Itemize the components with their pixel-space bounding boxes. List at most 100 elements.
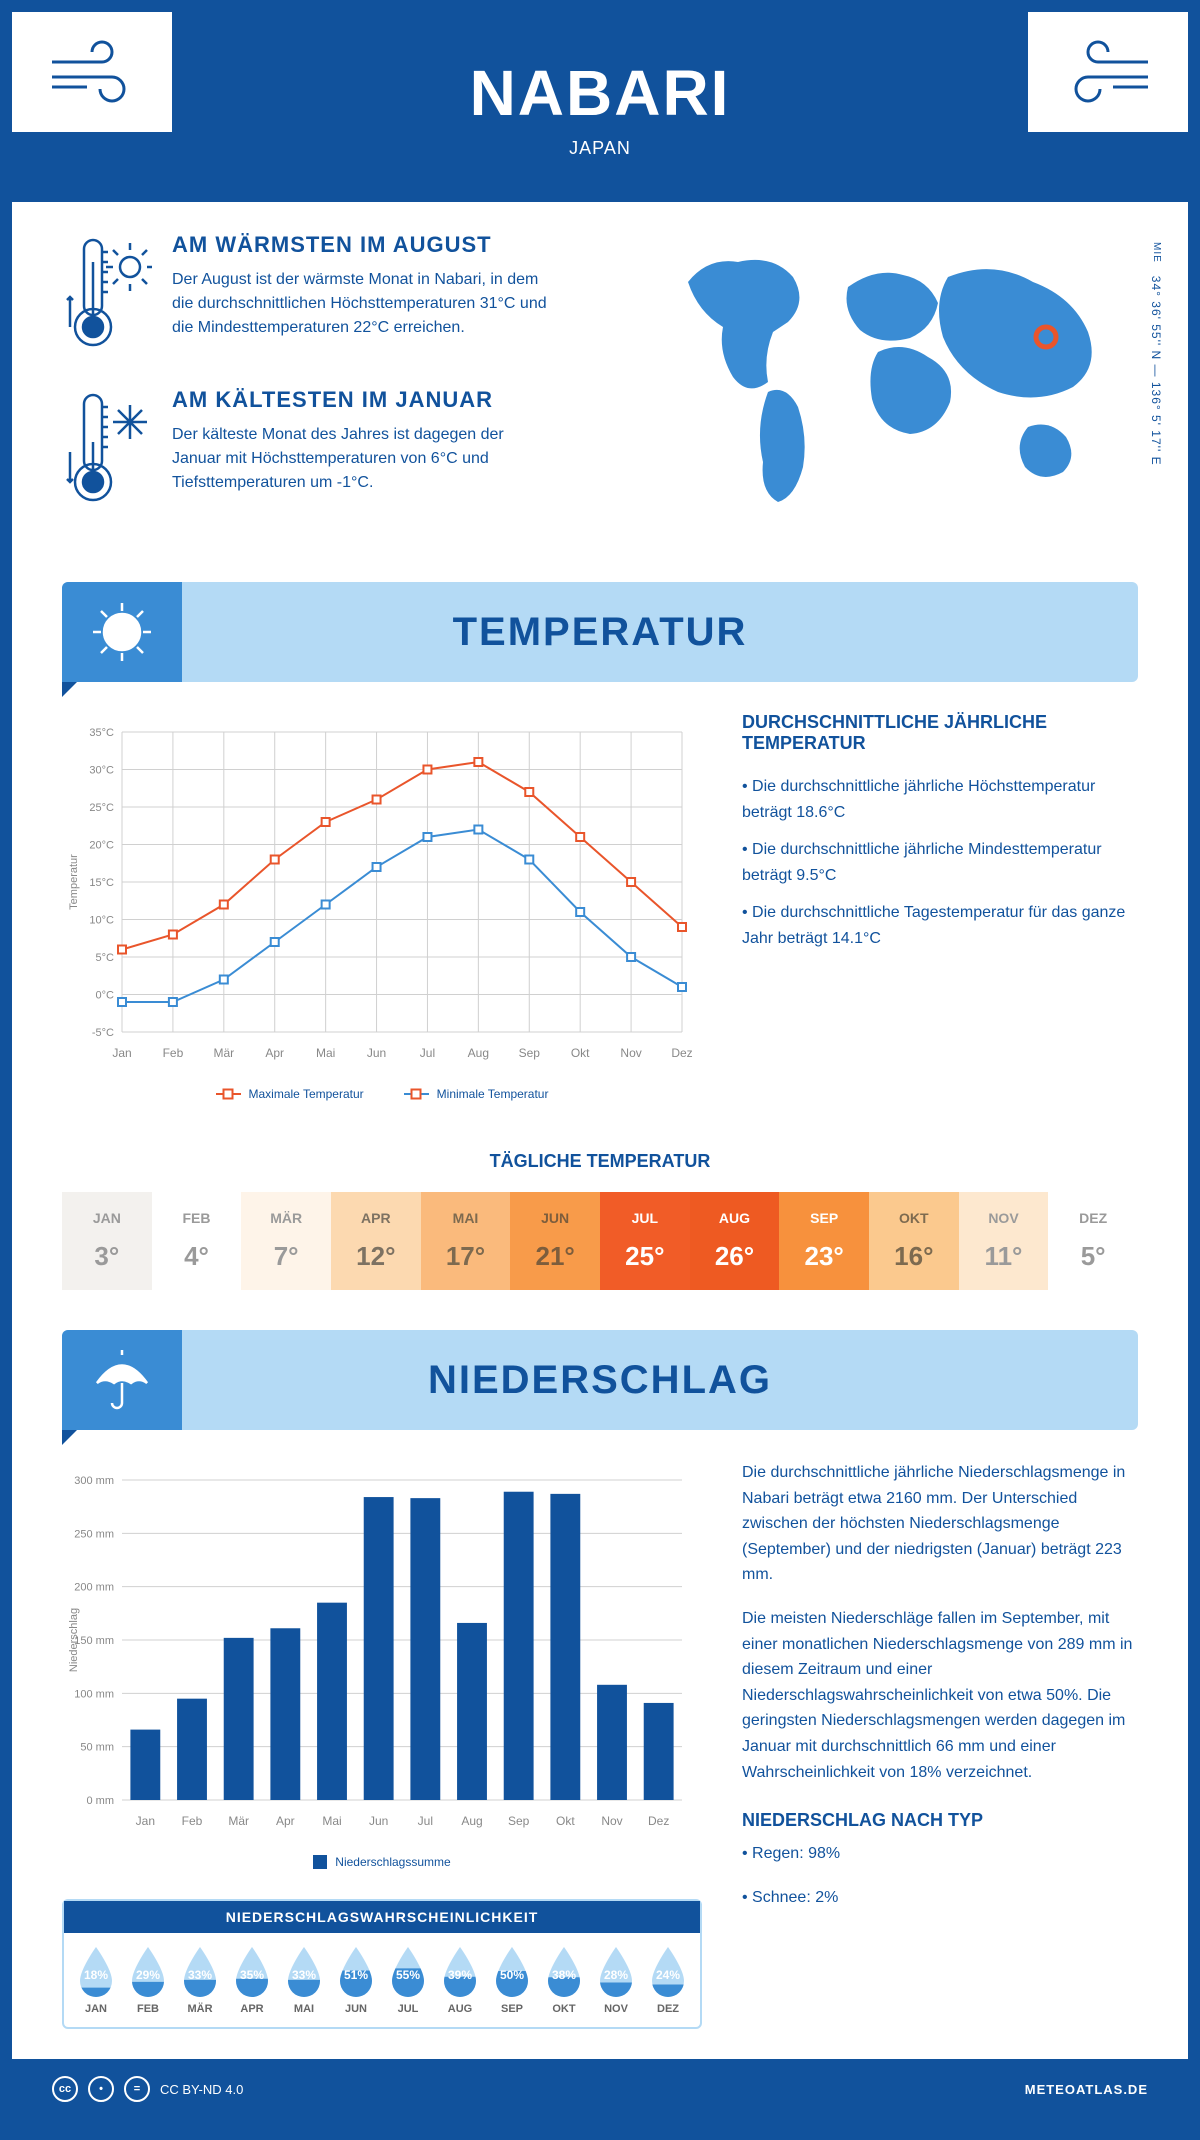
thermometer-hot-icon (62, 232, 152, 357)
temp-bullet-1: • Die durchschnittliche jährliche Mindes… (742, 837, 1138, 888)
svg-text:150 mm: 150 mm (74, 1635, 114, 1647)
svg-text:Okt: Okt (571, 1046, 590, 1060)
temp-cell: JUN21° (510, 1192, 600, 1290)
temp-info: DURCHSCHNITTLICHE JÄHRLICHE TEMPERATUR •… (742, 712, 1138, 1101)
prob-cell: 55%JUL (384, 1945, 432, 2015)
precip-section: 0 mm50 mm100 mm150 mm200 mm250 mm300 mmN… (12, 1430, 1188, 2059)
prob-cell: 28%NOV (592, 1945, 640, 2015)
footer-site: METEOATLAS.DE (1025, 2082, 1148, 2097)
svg-text:Jul: Jul (420, 1046, 435, 1060)
svg-text:0 mm: 0 mm (87, 1795, 115, 1807)
coordinates: MIE 34° 36' 55'' N — 136° 5' 17'' E (1149, 242, 1163, 466)
svg-text:Sep: Sep (519, 1046, 541, 1060)
temp-cell: OKT16° (869, 1192, 959, 1290)
intro-section: AM WÄRMSTEN IM AUGUST Der August ist der… (12, 202, 1188, 582)
intro-left: AM WÄRMSTEN IM AUGUST Der August ist der… (62, 232, 608, 542)
svg-text:Mär: Mär (213, 1046, 234, 1060)
prob-cell: 33%MAI (280, 1945, 328, 2015)
wind-icon-left (12, 12, 172, 132)
svg-text:15°C: 15°C (89, 877, 114, 889)
temp-legend: .leg-line:nth-child(1)::after{border-col… (62, 1087, 702, 1101)
prob-cell: 38%OKT (540, 1945, 588, 2015)
temp-cell: JUL25° (600, 1192, 690, 1290)
temperature-section: -5°C0°C5°C10°C15°C20°C25°C30°C35°CJanFeb… (12, 682, 1188, 1131)
footer: cc • = CC BY-ND 4.0 METEOATLAS.DE (12, 2059, 1188, 2119)
daily-temp-grid: JAN3°FEB4°MÄR7°APR12°MAI17°JUN21°JUL25°A… (62, 1192, 1138, 1290)
prob-cell: 29%FEB (124, 1945, 172, 2015)
prob-cell: 24%DEZ (644, 1945, 692, 2015)
svg-text:Feb: Feb (182, 1814, 203, 1828)
footer-license: cc • = CC BY-ND 4.0 (52, 2076, 243, 2102)
nd-icon: = (124, 2076, 150, 2102)
page: NABARI JAPAN AM WÄRMSTEN IM AUGUST Der A… (0, 0, 1200, 2131)
svg-text:Aug: Aug (461, 1814, 482, 1828)
prob-cell: 33%MÄR (176, 1945, 224, 2015)
svg-text:30°C: 30°C (89, 765, 114, 777)
temp-bullet-2: • Die durchschnittliche Tagestemperatur … (742, 900, 1138, 951)
warmest-title: AM WÄRMSTEN IM AUGUST (172, 232, 552, 258)
svg-text:-5°C: -5°C (92, 1027, 114, 1039)
temp-cell: DEZ5° (1048, 1192, 1138, 1290)
daily-temp-section: TÄGLICHE TEMPERATUR JAN3°FEB4°MÄR7°APR12… (12, 1131, 1188, 1330)
precip-type-title: NIEDERSCHLAG NACH TYP (742, 1810, 1138, 1831)
temp-chart: -5°C0°C5°C10°C15°C20°C25°C30°C35°CJanFeb… (62, 712, 702, 1101)
svg-text:20°C: 20°C (89, 840, 114, 852)
svg-text:200 mm: 200 mm (74, 1582, 114, 1594)
svg-text:Niederschlag: Niederschlag (68, 1608, 80, 1672)
precip-type-1: • Schnee: 2% (742, 1885, 1138, 1911)
warmest-block: AM WÄRMSTEN IM AUGUST Der August ist der… (62, 232, 608, 357)
prob-grid: 18%JAN 29%FEB 33%MÄR 35%APR (64, 1933, 700, 2027)
temp-info-title: DURCHSCHNITTLICHE JÄHRLICHE TEMPERATUR (742, 712, 1138, 754)
precip-left: 0 mm50 mm100 mm150 mm200 mm250 mm300 mmN… (62, 1460, 702, 2029)
world-map: MIE 34° 36' 55'' N — 136° 5' 17'' E (638, 232, 1138, 542)
temp-cell: AUG26° (690, 1192, 780, 1290)
wind-icon-right (1028, 12, 1188, 132)
temperature-banner: TEMPERATUR (62, 582, 1138, 682)
prob-title: NIEDERSCHLAGSWAHRSCHEINLICHKEIT (64, 1901, 700, 1933)
cc-icon: cc (52, 2076, 78, 2102)
svg-text:Mai: Mai (322, 1814, 341, 1828)
svg-text:Temperatur: Temperatur (68, 854, 80, 910)
svg-text:Dez: Dez (648, 1814, 669, 1828)
svg-text:Jan: Jan (112, 1046, 131, 1060)
license-text: CC BY-ND 4.0 (160, 2082, 243, 2097)
svg-text:50 mm: 50 mm (80, 1742, 114, 1754)
prob-box: NIEDERSCHLAGSWAHRSCHEINLICHKEIT 18%JAN 2… (62, 1899, 702, 2029)
svg-text:Jan: Jan (136, 1814, 155, 1828)
precip-banner-title: NIEDERSCHLAG (428, 1358, 772, 1403)
temp-cell: APR12° (331, 1192, 421, 1290)
prob-cell: 51%JUN (332, 1945, 380, 2015)
coldest-text: Der kälteste Monat des Jahres ist dagege… (172, 423, 552, 495)
coldest-title: AM KÄLTESTEN IM JANUAR (172, 387, 552, 413)
temp-cell: FEB4° (152, 1192, 242, 1290)
svg-text:Feb: Feb (163, 1046, 184, 1060)
temp-cell: NOV11° (959, 1192, 1049, 1290)
precip-banner: NIEDERSCHLAG (62, 1330, 1138, 1430)
svg-text:Aug: Aug (468, 1046, 489, 1060)
prob-cell: 39%AUG (436, 1945, 484, 2015)
by-icon: • (88, 2076, 114, 2102)
svg-text:Apr: Apr (276, 1814, 295, 1828)
svg-text:35°C: 35°C (89, 727, 114, 739)
temp-cell: MÄR7° (241, 1192, 331, 1290)
svg-text:Sep: Sep (508, 1814, 530, 1828)
precip-para1: Die durchschnittliche jährliche Niedersc… (742, 1460, 1138, 1588)
temp-banner-title: TEMPERATUR (453, 610, 748, 655)
umbrella-icon (62, 1330, 182, 1430)
precip-chart: 0 mm50 mm100 mm150 mm200 mm250 mm300 mmN… (62, 1460, 702, 1840)
svg-text:0°C: 0°C (96, 990, 115, 1002)
prob-cell: 50%SEP (488, 1945, 536, 2015)
svg-text:100 mm: 100 mm (74, 1688, 114, 1700)
svg-text:5°C: 5°C (96, 952, 115, 964)
svg-text:Mär: Mär (228, 1814, 249, 1828)
svg-text:Nov: Nov (601, 1814, 622, 1828)
temp-cell: JAN3° (62, 1192, 152, 1290)
svg-text:250 mm: 250 mm (74, 1528, 114, 1540)
city-title: NABARI (470, 56, 731, 130)
svg-text:Jun: Jun (367, 1046, 386, 1060)
map-svg (638, 232, 1138, 512)
thermometer-cold-icon (62, 387, 152, 512)
daily-temp-title: TÄGLICHE TEMPERATUR (62, 1151, 1138, 1172)
precip-type-0: • Regen: 98% (742, 1841, 1138, 1867)
svg-text:Dez: Dez (671, 1046, 692, 1060)
